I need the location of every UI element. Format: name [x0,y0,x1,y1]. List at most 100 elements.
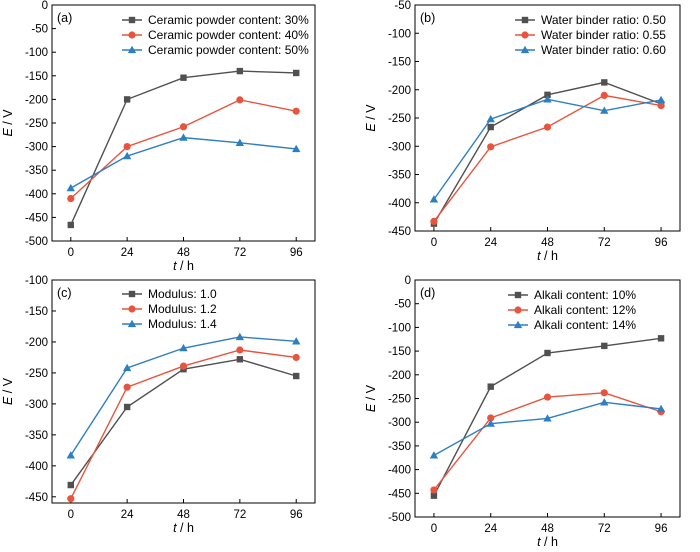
y-tick-label: -200 [388,370,411,382]
x-axis-unit: / h [541,535,558,547]
y-tick-label: -150 [388,346,411,358]
x-tick-label: 24 [484,237,497,249]
series-1 [430,335,665,499]
x-axis-title: t / h [537,535,558,547]
data-point [600,106,609,114]
x-axis-variable: t [173,259,177,273]
legend-entry: Alkali content: 12% [534,303,636,317]
y-tick-label: -250 [25,368,48,380]
y-tick-label: -100 [388,28,411,40]
series-line [70,136,297,189]
y-tick-label: 0 [405,275,411,287]
x-tick-label: 96 [290,247,303,259]
series-line [70,358,297,486]
y-tick-label: -400 [25,461,48,473]
x-axis-unit: / h [541,249,558,263]
legend-marker [128,16,136,24]
data-point [292,107,300,115]
series-1 [67,67,300,229]
series-3 [429,95,666,203]
series-line [70,70,297,226]
y-tick-label: -50 [394,0,411,12]
data-point [123,383,131,391]
x-tick-label: 0 [68,509,74,521]
x-tick-label: 24 [484,523,497,535]
legend-marker [127,319,137,328]
series-line [433,81,662,225]
data-point [236,356,244,363]
legend-entry: Alkali content: 14% [534,318,636,332]
data-point [123,403,131,411]
legend-entry: Ceramic powder content: 30% [148,13,309,27]
y-tick-label: -400 [25,189,48,201]
data-point [292,337,301,345]
data-point [543,95,552,103]
data-point [66,183,75,192]
data-point [600,398,609,406]
data-point [236,67,244,75]
x-axis-title: t / h [173,259,194,273]
x-tick-label: 0 [431,237,437,249]
y-axis-title: E / V [364,104,378,132]
y-tick-label: -200 [25,337,48,349]
x-tick-label: 24 [121,509,134,521]
y-tick-label: -450 [25,212,48,224]
data-point [179,123,188,131]
legend-marker [521,31,529,39]
data-point [67,495,75,503]
series-2 [67,96,300,203]
data-point [486,419,495,427]
x-axis-title: t / h [537,249,558,263]
y-tick-label: -350 [388,170,411,182]
legend-entry: Ceramic powder content: 50% [148,43,309,57]
data-point [122,363,132,372]
panel-3: -100 -150 -200 -250 -300 -350 -400 -450 0 24 48 72 9… [1,275,316,535]
data-point [236,346,244,354]
data-point [544,91,551,99]
data-point [657,335,665,342]
data-point [67,481,74,489]
legend: Ceramic powder content: 30% Ceramic powde… [122,13,309,57]
legend-marker [128,31,136,39]
data-point [543,414,552,422]
legend-entry: Water binder ratio: 0.55 [541,28,666,42]
y-tick-label: -500 [25,236,48,248]
panel-1: 0 -50 -100 -150 -200 -250 -300 -350 -400 -450 -500… [1,0,316,273]
data-point [235,332,245,341]
series-3 [429,398,666,459]
x-tick-label: 96 [655,237,668,249]
y-tick-label: -50 [31,24,48,36]
data-point [122,151,132,160]
data-point [601,342,608,350]
data-point [123,96,131,103]
y-axis-variable: E [1,396,15,405]
data-point [487,123,494,131]
legend-marker [520,45,530,54]
x-tick-label: 96 [655,523,668,535]
y-axis-variable: E [364,403,378,412]
y-tick-label: -250 [25,118,48,130]
data-point [487,383,494,390]
y-tick-label: -350 [25,165,48,177]
y-tick-label: -300 [25,399,48,411]
y-axis-variable: E [1,128,15,137]
x-tick-label: 24 [121,247,134,259]
x-tick-label: 72 [598,237,611,249]
data-point [236,96,244,104]
x-tick-label: 48 [541,237,554,249]
y-tick-label: -250 [388,394,411,406]
x-axis-variable: t [173,521,177,535]
legend-entry: Water binder ratio: 0.60 [541,43,666,57]
x-tick-label: 48 [541,523,554,535]
legend-entry: Modulus: 1.0 [148,287,217,301]
y-tick-label: -300 [25,142,48,154]
panel-label: (a) [57,11,72,25]
panel-label: (b) [420,11,435,25]
y-tick-label: -150 [388,57,411,69]
panel-label: (d) [420,286,435,300]
legend-entry: Water binder ratio: 0.50 [541,13,666,27]
y-axis-title: E / V [364,384,378,412]
x-tick-label: 0 [431,523,437,535]
data-point [430,486,438,494]
y-tick-label: -100 [25,47,48,59]
